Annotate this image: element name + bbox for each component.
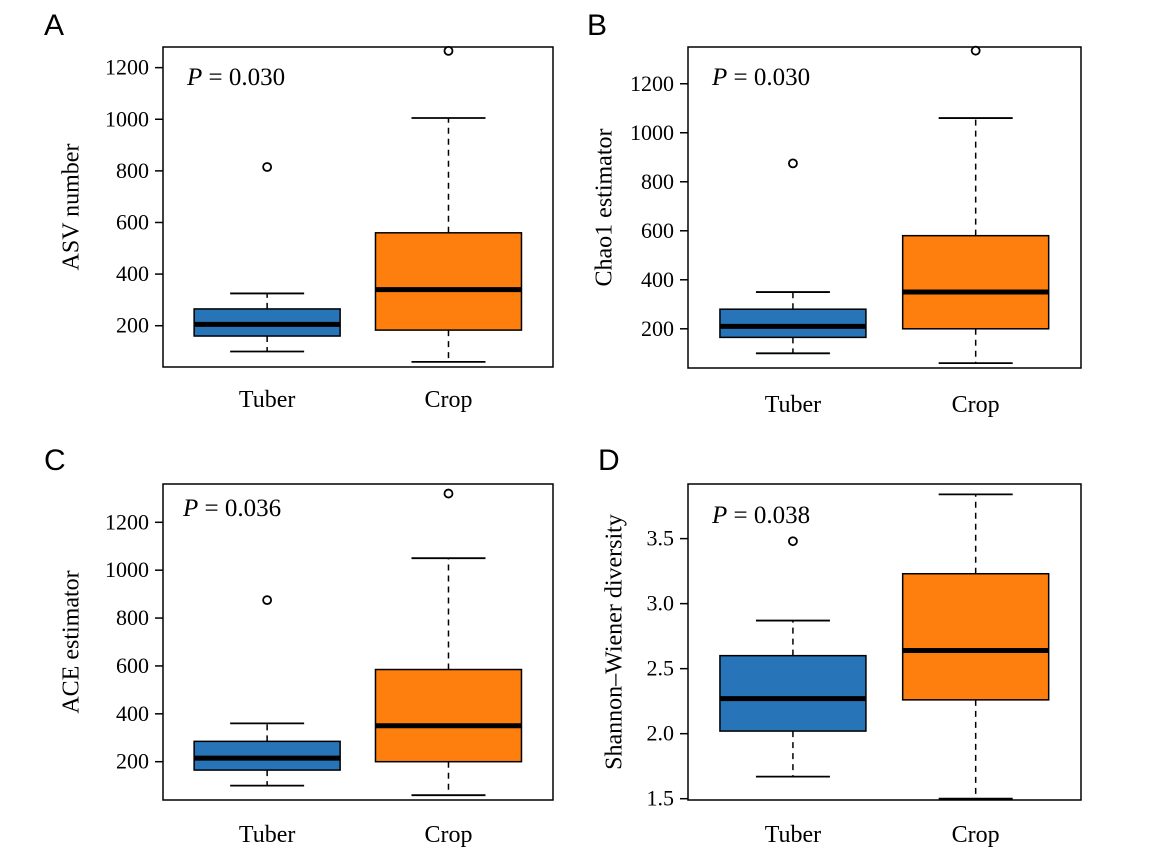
- plot-frame: [687, 46, 1082, 369]
- box-body: [374, 668, 523, 763]
- y-tick-label: 1200: [105, 509, 149, 534]
- box-crop: [901, 493, 1050, 800]
- plot-frame: [162, 46, 554, 368]
- p-value-annotation: P = 0.030: [186, 64, 285, 91]
- p-symbol: P: [711, 64, 727, 91]
- panel-letter: B: [587, 9, 607, 42]
- y-tick-label: 1000: [105, 106, 149, 131]
- y-tick-label: 3.5: [647, 526, 675, 551]
- y-axis-label: ASV number: [58, 144, 84, 271]
- box-body: [901, 572, 1050, 701]
- box-crop: [374, 488, 523, 797]
- outlier-point: [262, 595, 273, 606]
- panel-letter: D: [598, 444, 620, 477]
- p-value: = 0.030: [727, 64, 810, 91]
- p-value-annotation: P = 0.036: [182, 495, 281, 522]
- x-category-label: Crop: [952, 822, 1000, 848]
- x-category-label: Crop: [424, 822, 472, 848]
- outlier-point: [262, 162, 273, 172]
- p-symbol: P: [186, 64, 202, 91]
- x-category-label: Tuber: [239, 822, 295, 848]
- box-body: [901, 234, 1050, 330]
- y-tick-label: 200: [116, 749, 149, 774]
- x-category-label: Tuber: [239, 387, 295, 413]
- y-tick-label: 800: [116, 605, 149, 630]
- y-axis-label: ACE estimator: [58, 570, 84, 713]
- y-tick-label: 3.0: [647, 591, 675, 616]
- box-tuber: [719, 536, 867, 778]
- panel-letter: C: [44, 444, 66, 477]
- box-crop: [901, 45, 1050, 364]
- y-tick-label: 1.5: [647, 786, 675, 811]
- panel-c: C 200 400 600 800 1000 1200 ACE estimator P = 0.…: [44, 444, 554, 848]
- y-tick-label: 200: [116, 313, 149, 338]
- y-tick-label: 400: [116, 261, 149, 286]
- y-tick-label: 1000: [630, 120, 674, 145]
- p-value: = 0.030: [202, 64, 285, 91]
- outlier-point: [443, 45, 454, 56]
- box-body: [719, 308, 867, 339]
- box-tuber: [719, 158, 867, 355]
- y-tick-label: 200: [641, 316, 674, 341]
- p-symbol: P: [711, 502, 727, 529]
- y-tick-label: 600: [116, 209, 149, 234]
- box-body: [719, 654, 867, 732]
- box-tuber: [193, 595, 341, 787]
- x-category-label: Tuber: [765, 822, 821, 848]
- y-axis-label: Shannon–Wiener diversity: [601, 514, 627, 770]
- panel-b: B 200 400 600 800 1000 1200 Chao1 estimator P = …: [587, 9, 1082, 418]
- panel-letter: A: [44, 9, 64, 42]
- y-axis-label: Chao1 estimator: [591, 129, 617, 287]
- y-tick-label: 1200: [105, 55, 149, 80]
- outlier-point: [970, 45, 981, 56]
- box-body: [374, 232, 523, 331]
- p-value: = 0.036: [198, 495, 281, 522]
- y-tick-label: 600: [116, 653, 149, 678]
- outlier-point: [788, 536, 798, 547]
- y-tick-label: 1000: [105, 557, 149, 582]
- p-value: = 0.038: [727, 502, 810, 529]
- x-category-label: Tuber: [765, 392, 821, 418]
- y-tick-label: 400: [641, 267, 674, 292]
- panel-a: A 200 400 600 800 1000 1200 ASV number P = 0.030…: [44, 9, 554, 413]
- x-category-label: Crop: [952, 392, 1000, 418]
- plot-frame: [687, 483, 1082, 801]
- y-tick-label: 2.5: [647, 656, 675, 681]
- p-value-annotation: P = 0.038: [711, 502, 810, 529]
- outlier-point: [443, 488, 454, 499]
- p-value-annotation: P = 0.030: [711, 64, 810, 91]
- y-tick-label: 800: [116, 158, 149, 183]
- box-tuber: [193, 162, 341, 353]
- plot-frame: [162, 483, 554, 801]
- x-category-label: Crop: [424, 387, 472, 413]
- y-tick-label: 1200: [630, 71, 674, 96]
- y-tick-label: 400: [116, 701, 149, 726]
- y-tick-label: 800: [641, 169, 674, 194]
- box-crop: [374, 45, 523, 363]
- y-tick-label: 600: [641, 218, 674, 243]
- y-tick-label: 2.0: [647, 721, 675, 746]
- panel-d: D 1.5 2.0 2.5 3.0 3.5 Shannon–Wiener diversity…: [598, 444, 1082, 848]
- outlier-point: [788, 158, 798, 169]
- p-symbol: P: [182, 495, 198, 522]
